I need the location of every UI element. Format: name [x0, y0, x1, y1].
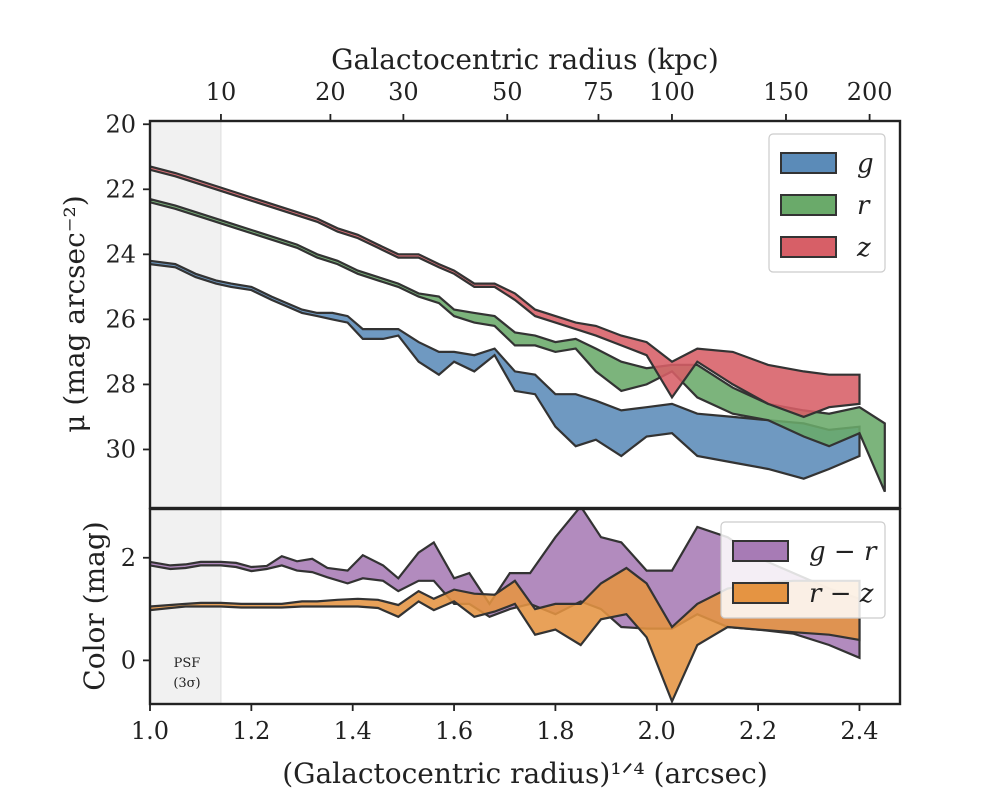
legend-swatch-r-z: [732, 582, 789, 604]
psf-sigma-label: (3σ): [173, 676, 200, 691]
band-r: [150, 197, 886, 493]
legend-label-g: g: [857, 149, 874, 179]
y-axis-label-bottom: Color (mag): [78, 521, 111, 690]
legend-swatch-z: [780, 236, 837, 258]
top-tick-label: 50: [492, 78, 523, 106]
y-tick-label: 26: [105, 305, 136, 333]
band-g: [150, 259, 861, 480]
axes-frame: [148, 507, 902, 706]
psf-label: PSF: [174, 656, 201, 671]
legend-swatch-g: [780, 152, 837, 174]
color-panel: 0 2 1.0 1.2 1.4 1.6 1.8 2.0 2.2 2.4 PSF (3σ) g − r r …: [121, 507, 902, 745]
y-axis-label-top: μ (mag arcsec⁻²): [58, 195, 91, 432]
top-tick-label: 20: [315, 78, 346, 106]
y-tick-label: 30: [105, 435, 136, 463]
x-tick-label: 2.4: [840, 717, 878, 745]
top-tick-label: 200: [847, 78, 893, 106]
y-tick-label: 24: [105, 240, 136, 268]
x-tick-label: 1.2: [232, 717, 270, 745]
x-tick-label: 1.0: [131, 717, 169, 745]
y-tick-label: 2: [121, 544, 136, 572]
legend-label-r-z: r − z: [809, 579, 874, 609]
legend-swatch-r: [780, 194, 837, 216]
x-tick-label: 1.6: [435, 717, 473, 745]
band-r-z: [150, 566, 861, 704]
y-tick-label: 0: [121, 646, 136, 674]
legend-label-g-r: g − r: [809, 537, 878, 567]
top-tick-label: 150: [763, 78, 809, 106]
x-tick-label: 1.4: [334, 717, 372, 745]
x-axis-label: (Galactocentric radius)¹ᐟ⁴ (arcsec): [282, 757, 768, 790]
x-tick-label: 1.8: [536, 717, 574, 745]
top-tick-label: 75: [583, 78, 614, 106]
plot-area: [150, 509, 861, 704]
legend-label-z: z: [856, 233, 871, 263]
legend-label-r: r: [857, 191, 871, 221]
x-tick-label: 2.0: [638, 717, 676, 745]
top-axis-label: Galactocentric radius (kpc): [331, 43, 719, 76]
band-z: [150, 165, 861, 419]
top-tick-label: 10: [206, 78, 237, 106]
x-tick-label: 2.2: [739, 717, 777, 745]
plot-area: [150, 121, 886, 508]
legend-swatch-g-r: [732, 540, 789, 562]
surface-brightness-panel: 20 22 24 26 28 30 10 20 30 50 75 100 150 200 grz: [105, 78, 902, 510]
top-tick-label: 100: [649, 78, 695, 106]
y-tick-label: 28: [105, 370, 136, 398]
top-tick-label: 30: [388, 78, 419, 106]
y-tick-label: 22: [105, 175, 136, 203]
y-tick-label: 20: [105, 110, 136, 138]
